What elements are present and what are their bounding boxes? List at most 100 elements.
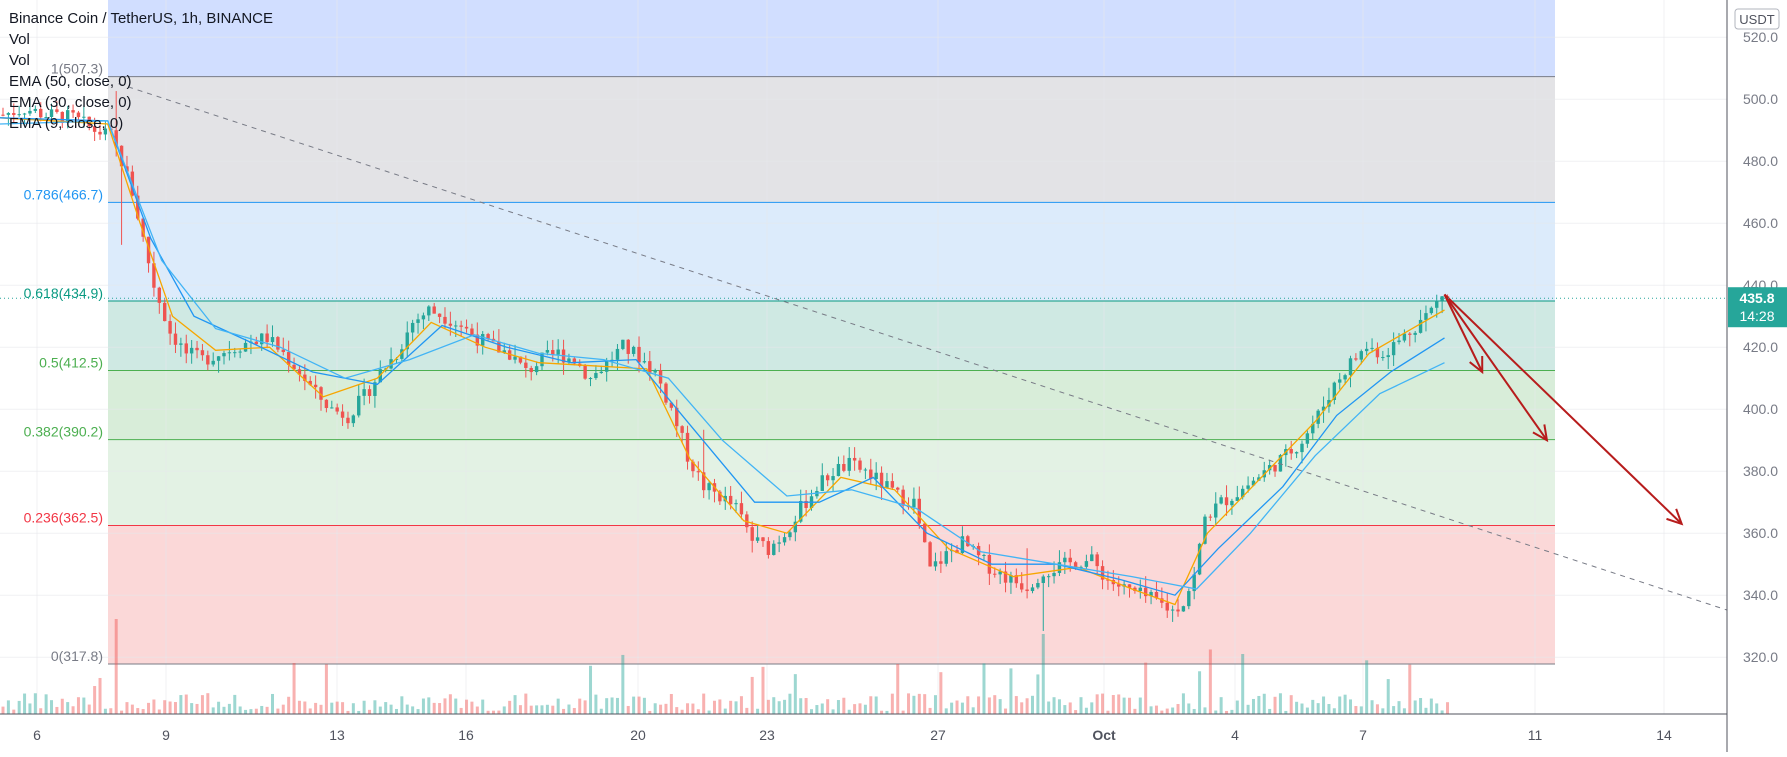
candle[interactable] bbox=[346, 411, 350, 429]
candle[interactable] bbox=[1267, 459, 1272, 475]
candle[interactable] bbox=[852, 447, 857, 471]
candle[interactable] bbox=[1408, 332, 1412, 347]
candle[interactable] bbox=[222, 350, 226, 365]
candle[interactable] bbox=[1143, 576, 1148, 603]
price-axis[interactable] bbox=[1727, 0, 1787, 752]
candle[interactable] bbox=[313, 375, 318, 399]
candle[interactable] bbox=[863, 467, 868, 480]
candle[interactable] bbox=[65, 106, 70, 129]
time-axis[interactable] bbox=[0, 714, 1727, 752]
candle[interactable] bbox=[928, 540, 932, 567]
candle[interactable] bbox=[1338, 372, 1342, 390]
candle[interactable] bbox=[1235, 485, 1240, 501]
candle[interactable] bbox=[195, 340, 199, 359]
candle[interactable] bbox=[621, 339, 625, 351]
ema-line[interactable] bbox=[0, 117, 1445, 596]
candle[interactable] bbox=[545, 340, 550, 356]
candle[interactable] bbox=[739, 491, 744, 520]
candle[interactable] bbox=[1181, 605, 1186, 612]
candle[interactable] bbox=[825, 473, 830, 487]
candle[interactable] bbox=[443, 307, 447, 330]
candle[interactable] bbox=[696, 461, 701, 481]
candle[interactable] bbox=[761, 537, 765, 547]
candle[interactable] bbox=[357, 385, 361, 418]
candle[interactable] bbox=[1052, 561, 1056, 584]
candle[interactable] bbox=[680, 425, 684, 444]
candle[interactable] bbox=[39, 102, 43, 122]
candle[interactable] bbox=[227, 341, 232, 361]
candle[interactable] bbox=[324, 399, 329, 413]
candle[interactable] bbox=[1030, 584, 1035, 594]
indicator-ema-50[interactable]: EMA (50, close, 0) bbox=[9, 73, 132, 90]
candle[interactable] bbox=[238, 349, 242, 359]
candle[interactable] bbox=[1046, 573, 1051, 588]
candle[interactable] bbox=[416, 313, 420, 334]
candle[interactable] bbox=[497, 329, 501, 353]
candle[interactable] bbox=[1176, 598, 1180, 617]
candle[interactable] bbox=[470, 323, 474, 336]
candle[interactable] bbox=[1208, 514, 1213, 521]
candle[interactable] bbox=[820, 463, 824, 492]
candle[interactable] bbox=[1429, 306, 1434, 315]
candle[interactable] bbox=[890, 473, 895, 491]
candle[interactable] bbox=[777, 535, 781, 553]
candle[interactable] bbox=[1321, 396, 1326, 423]
candle[interactable] bbox=[1440, 296, 1444, 314]
candle[interactable] bbox=[459, 320, 463, 337]
candle[interactable] bbox=[1165, 593, 1169, 618]
indicator-vol-1[interactable]: Vol bbox=[9, 31, 30, 48]
candle[interactable] bbox=[44, 112, 48, 119]
candle[interactable] bbox=[755, 525, 760, 543]
candle[interactable] bbox=[28, 99, 32, 116]
candle[interactable] bbox=[146, 236, 151, 273]
candle[interactable] bbox=[583, 363, 587, 380]
candle[interactable] bbox=[922, 523, 927, 543]
candle[interactable] bbox=[432, 302, 436, 314]
candle[interactable] bbox=[529, 365, 533, 381]
candle[interactable] bbox=[599, 365, 603, 374]
candle[interactable] bbox=[507, 344, 512, 361]
candle[interactable] bbox=[772, 540, 776, 556]
candle[interactable] bbox=[335, 403, 339, 415]
candle[interactable] bbox=[340, 404, 345, 426]
candle[interactable] bbox=[319, 386, 323, 411]
candle[interactable] bbox=[869, 458, 873, 485]
candle[interactable] bbox=[367, 385, 372, 404]
candle[interactable] bbox=[1127, 584, 1132, 598]
candle[interactable] bbox=[464, 319, 469, 333]
candle[interactable] bbox=[588, 377, 593, 387]
candle[interactable] bbox=[1084, 554, 1089, 569]
candle[interactable] bbox=[534, 361, 539, 376]
candle[interactable] bbox=[270, 325, 275, 347]
candle[interactable] bbox=[292, 357, 296, 371]
candle[interactable] bbox=[216, 356, 221, 373]
candle[interactable] bbox=[98, 124, 102, 140]
candle[interactable] bbox=[847, 447, 851, 477]
candle[interactable] bbox=[664, 382, 668, 405]
candle[interactable] bbox=[1090, 546, 1094, 562]
candle[interactable] bbox=[966, 534, 970, 547]
candle[interactable] bbox=[836, 456, 841, 477]
candle[interactable] bbox=[1014, 568, 1019, 588]
indicator-ema-30[interactable]: EMA (30, close, 0) bbox=[9, 94, 132, 111]
candle[interactable] bbox=[1370, 338, 1374, 353]
candle[interactable] bbox=[427, 305, 431, 322]
candle[interactable] bbox=[1036, 578, 1040, 590]
candle[interactable] bbox=[168, 314, 172, 345]
candle[interactable] bbox=[637, 336, 641, 373]
ema-line[interactable] bbox=[0, 117, 1445, 606]
candle[interactable] bbox=[211, 352, 215, 367]
candle[interactable] bbox=[1, 107, 5, 117]
candle[interactable] bbox=[12, 103, 16, 124]
candle[interactable] bbox=[1424, 305, 1428, 332]
candle[interactable] bbox=[1289, 440, 1293, 460]
candle[interactable] bbox=[939, 551, 943, 573]
candle[interactable] bbox=[1192, 566, 1196, 600]
candle[interactable] bbox=[669, 402, 674, 411]
candle[interactable] bbox=[788, 529, 792, 541]
candle[interactable] bbox=[912, 487, 916, 514]
ema-line[interactable] bbox=[0, 120, 1445, 590]
candle[interactable] bbox=[1003, 561, 1008, 593]
candle[interactable] bbox=[1106, 570, 1110, 590]
